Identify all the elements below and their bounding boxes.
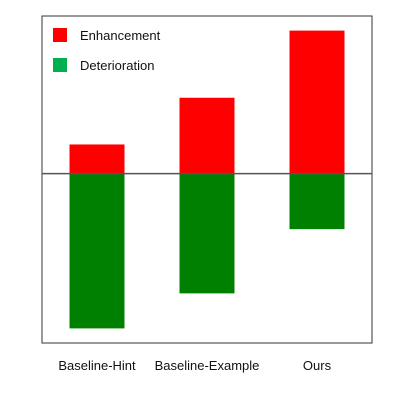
legend-swatch-enhancement bbox=[53, 28, 67, 42]
bar-enhancement-ours bbox=[289, 30, 345, 174]
bar-deterioration-baseline-hint bbox=[69, 173, 125, 329]
bar-deterioration-ours bbox=[289, 173, 345, 230]
bar-enhancement-baseline-example bbox=[179, 97, 235, 174]
x-tick-label: Baseline-Hint bbox=[58, 358, 136, 373]
legend-label-deterioration: Deterioration bbox=[80, 58, 154, 73]
legend: Enhancement Deterioration bbox=[53, 28, 161, 73]
x-tick-label: Baseline-Example bbox=[155, 358, 260, 373]
legend-swatch-deterioration bbox=[53, 58, 67, 72]
legend-label-enhancement: Enhancement bbox=[80, 28, 161, 43]
x-tick-label: Ours bbox=[303, 358, 332, 373]
bar-enhancement-baseline-hint bbox=[69, 144, 125, 174]
bar-deterioration-baseline-example bbox=[179, 173, 235, 294]
bars-group bbox=[69, 30, 345, 329]
plot-frame bbox=[41, 15, 373, 344]
x-tick-labels: Baseline-Hint Baseline-Example Ours bbox=[58, 358, 331, 373]
